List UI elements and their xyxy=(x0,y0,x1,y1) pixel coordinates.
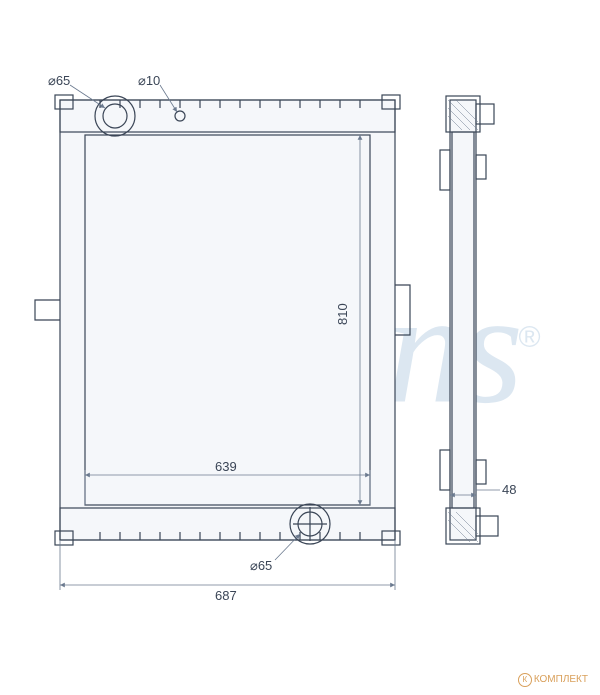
front-view xyxy=(35,95,410,545)
dim-top-hole-dia: ⌀10 xyxy=(138,73,160,88)
footer-logo: ККОМПЛЕКТ xyxy=(518,673,588,687)
dim-depth: 48 xyxy=(502,482,516,497)
technical-drawing: ⌀65 ⌀10 639 687 ⌀65 810 48 xyxy=(0,0,600,695)
dim-top-left-dia: ⌀65 xyxy=(48,73,70,88)
dim-bottom-dia: ⌀65 xyxy=(250,558,272,573)
dim-height: 810 xyxy=(335,303,350,325)
side-view xyxy=(440,96,498,544)
dim-inner-width: 639 xyxy=(215,459,237,474)
footer-text: КОМПЛЕКТ xyxy=(534,674,588,685)
footer-symbol: К xyxy=(518,673,532,687)
dim-outer-width: 687 xyxy=(215,588,237,603)
